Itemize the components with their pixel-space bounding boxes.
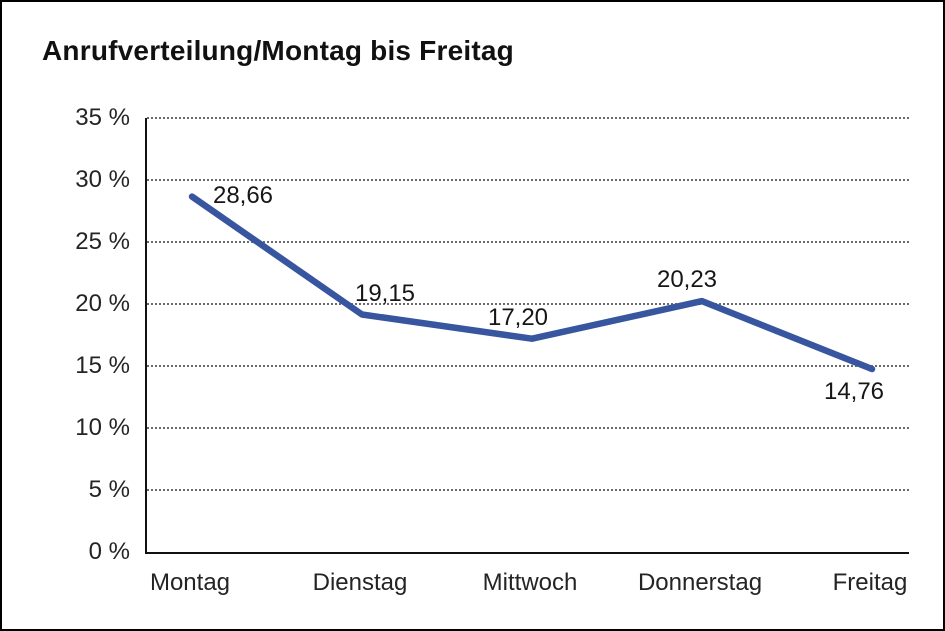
x-category-label: Mittwoch bbox=[482, 569, 578, 596]
gridline bbox=[147, 489, 909, 491]
x-category-label: Dienstag bbox=[312, 569, 408, 596]
gridline bbox=[147, 427, 909, 429]
gridline bbox=[147, 117, 909, 119]
y-tick-label: 5 % bbox=[88, 476, 130, 503]
line-series-svg bbox=[188, 193, 876, 373]
y-tick-label: 0 % bbox=[88, 538, 130, 565]
x-category-label: Freitag bbox=[832, 569, 908, 596]
y-tick-label: 35 % bbox=[75, 104, 130, 131]
data-point-label: 17,20 bbox=[487, 303, 549, 331]
y-tick-label: 10 % bbox=[75, 414, 130, 441]
y-tick-label: 20 % bbox=[75, 290, 130, 317]
series-line bbox=[188, 193, 876, 373]
gridline bbox=[147, 179, 909, 181]
x-category-label: Montag bbox=[149, 569, 231, 596]
data-point-label: 19,15 bbox=[354, 279, 416, 307]
chart-title: Anrufverteilung/Montag bis Freitag bbox=[42, 35, 514, 66]
y-tick-label: 15 % bbox=[75, 352, 130, 379]
y-tick-label: 30 % bbox=[75, 166, 130, 193]
data-point-label: 20,23 bbox=[656, 266, 718, 294]
gridline bbox=[147, 303, 909, 305]
x-category-label: Donnerstag bbox=[637, 569, 763, 596]
gridline bbox=[147, 241, 909, 243]
gridline bbox=[147, 365, 909, 367]
y-tick-label: 25 % bbox=[75, 228, 130, 255]
plot-area bbox=[145, 117, 909, 554]
data-point-label: 28,66 bbox=[212, 181, 274, 209]
data-point-label: 14,76 bbox=[823, 377, 885, 405]
